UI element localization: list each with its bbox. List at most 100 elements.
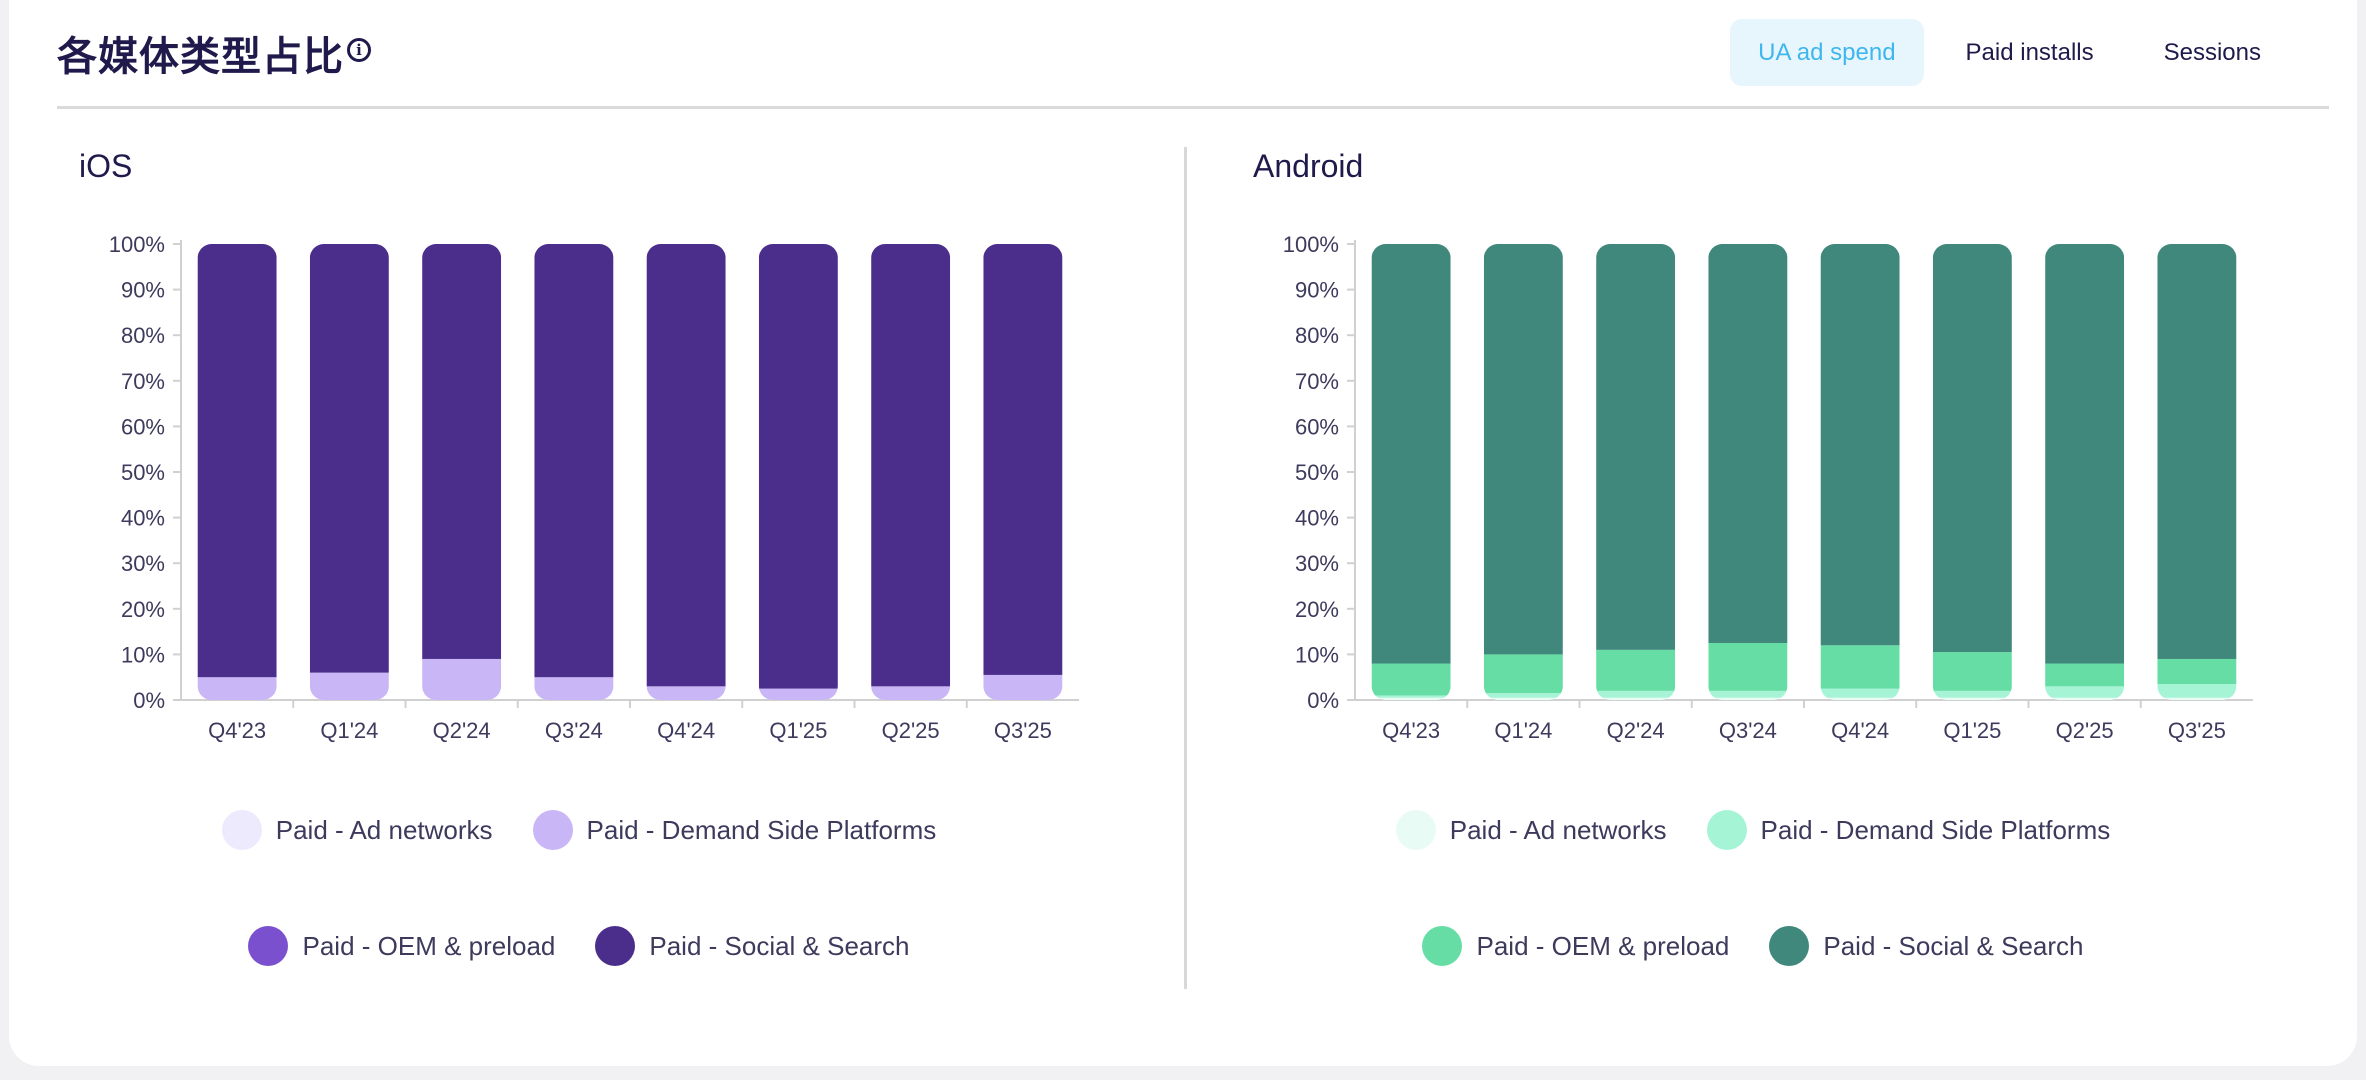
ios-y-tick-label: 60% (121, 414, 165, 439)
android-bar-segment[interactable] (2045, 686, 2125, 698)
ios-legend-item[interactable]: Paid - Social & Search (595, 926, 910, 966)
ios-y-tick-label: 80% (121, 323, 165, 348)
ios-bar-stack[interactable] (983, 244, 1063, 700)
android-bar-segment[interactable] (1708, 643, 1788, 691)
ios-legend-item[interactable]: Paid - OEM & preload (248, 926, 555, 966)
android-bar-segment[interactable] (2045, 663, 2125, 687)
ios-y-tick-label: 50% (121, 460, 165, 485)
android-bar-segment[interactable] (1708, 697, 1788, 700)
android-bar-segment[interactable] (2157, 244, 2237, 659)
android-bar-segment[interactable] (1932, 244, 2012, 653)
android-y-tick-label: 60% (1295, 414, 1339, 439)
ios-x-tick-label: Q3'24 (545, 718, 603, 743)
ios-bar-stack[interactable] (871, 244, 951, 700)
info-icon[interactable]: i (347, 38, 371, 62)
android-x-tick-label: Q3'24 (1719, 718, 1777, 743)
android-bar-segment[interactable] (2157, 697, 2237, 700)
tab-sessions[interactable]: Sessions (2163, 38, 2261, 66)
android-bar-segment[interactable] (1820, 645, 1900, 689)
android-bar-segment[interactable] (2045, 244, 2125, 664)
android-bar-segment[interactable] (1596, 690, 1676, 698)
ios-bar-segment[interactable] (758, 688, 838, 700)
android-legend-item[interactable]: Paid - OEM & preload (1422, 926, 1729, 966)
android-bar-stack[interactable] (1820, 244, 1900, 700)
android-bar-segment[interactable] (1596, 697, 1676, 700)
android-bar-stack[interactable] (1371, 244, 1451, 700)
ios-bar-segment[interactable] (197, 677, 277, 700)
android-bar-stack[interactable] (1596, 244, 1676, 700)
android-legend-item[interactable]: Paid - Ad networks (1395, 810, 1667, 850)
ios-panel: iOS 0% 10% 20% 30% 40% 50% 60% 70% 80% 90% 100% Q4'… (79, 140, 1199, 980)
android-bar-segment[interactable] (2045, 697, 2125, 700)
android-bar-segment[interactable] (2157, 658, 2237, 685)
ios-bar-stack[interactable] (309, 244, 389, 700)
android-bar-segment[interactable] (1708, 690, 1788, 698)
android-bar-segment[interactable] (1820, 697, 1900, 700)
android-bar-segment[interactable] (1596, 244, 1676, 650)
ios-bar-segment[interactable] (534, 677, 614, 700)
ios-bar-stack[interactable] (758, 244, 838, 700)
android-legend-swatch (1769, 926, 1810, 966)
tab-ua-ad-spend[interactable]: UA ad spend (1730, 19, 1924, 86)
android-legend-item[interactable]: Paid - Social & Search (1769, 926, 2084, 966)
ios-bar-segment[interactable] (197, 244, 277, 678)
android-bar-segment[interactable] (2157, 684, 2237, 698)
android-bar-segment[interactable] (1371, 697, 1451, 700)
android-bar-chart: 0% 10% 20% 30% 40% 50% 60% 70% 80% 90% 100% Q4'23 Q1… (1283, 232, 2253, 743)
android-bar-segment[interactable] (1932, 697, 2012, 700)
android-legend-swatch (1706, 810, 1747, 850)
android-bar-segment[interactable] (1932, 690, 2012, 698)
android-legend: Paid - Ad networks Paid - Demand Side Pla… (1253, 810, 2253, 966)
android-bar-segment[interactable] (1820, 244, 1900, 646)
ios-bar-segment[interactable] (758, 244, 838, 689)
ios-bar-segment[interactable] (534, 244, 614, 678)
android-bar-segment[interactable] (1708, 244, 1788, 643)
android-y-tick-label: 100% (1283, 232, 1339, 257)
android-bar-segment[interactable] (1483, 244, 1563, 655)
android-bar-segment[interactable] (1483, 654, 1563, 694)
android-legend-item[interactable]: Paid - Demand Side Platforms (1706, 810, 2111, 850)
android-bar-segment[interactable] (1596, 649, 1676, 691)
android-y-tick-label: 20% (1295, 597, 1339, 622)
ios-legend-item[interactable]: Paid - Ad networks (221, 810, 493, 850)
ios-bar-segment[interactable] (646, 686, 726, 700)
android-bar-stack[interactable] (1932, 244, 2012, 700)
android-bar-stack[interactable] (2157, 244, 2237, 700)
android-bar-segment[interactable] (1371, 244, 1451, 664)
android-legend-swatch (1422, 926, 1463, 966)
ios-y-tick-label: 90% (121, 278, 165, 303)
android-bar-segment[interactable] (1932, 652, 2012, 691)
android-bar-segment[interactable] (1483, 697, 1563, 700)
ios-x-tick-label: Q4'23 (208, 718, 266, 743)
android-bar-stack[interactable] (2045, 244, 2125, 700)
ios-legend-label: Paid - Demand Side Platforms (586, 814, 937, 845)
android-bar-segment[interactable] (1820, 688, 1900, 698)
android-bar-segment[interactable] (1371, 695, 1451, 698)
ios-bar-stack[interactable] (534, 244, 614, 700)
ios-legend-item[interactable]: Paid - Demand Side Platforms (532, 810, 937, 850)
ios-bar-segment[interactable] (983, 244, 1063, 675)
android-legend-swatch (1395, 810, 1436, 850)
ios-bar-segment[interactable] (422, 658, 502, 700)
android-bar-segment[interactable] (1371, 663, 1451, 696)
ios-bar-segment[interactable] (646, 244, 726, 687)
android-x-tick-label: Q4'24 (1831, 718, 1889, 743)
ios-bar-segment[interactable] (983, 674, 1063, 700)
android-bar-stack[interactable] (1708, 244, 1788, 700)
ios-bar-stack[interactable] (422, 244, 502, 700)
ios-bar-segment[interactable] (871, 686, 951, 700)
ios-bar-segment[interactable] (309, 244, 389, 673)
android-bar-segment[interactable] (1483, 693, 1563, 698)
ios-bar-segment[interactable] (871, 244, 951, 687)
android-x-tick-label: Q4'23 (1382, 718, 1440, 743)
ios-bar-chart: 0% 10% 20% 30% 40% 50% 60% 70% 80% 90% 100% Q4'23 Q1… (109, 232, 1079, 743)
android-chart-title: Android (1253, 148, 1364, 184)
tab-paid-installs[interactable]: Paid installs (1965, 38, 2094, 66)
ios-y-tick-label: 40% (121, 506, 165, 531)
android-bar-stack[interactable] (1483, 244, 1563, 700)
ios-bar-segment[interactable] (422, 244, 502, 659)
android-legend-label: Paid - Demand Side Platforms (1760, 814, 2111, 845)
ios-bar-stack[interactable] (197, 244, 277, 700)
ios-bar-segment[interactable] (309, 672, 389, 700)
ios-bar-stack[interactable] (646, 244, 726, 700)
